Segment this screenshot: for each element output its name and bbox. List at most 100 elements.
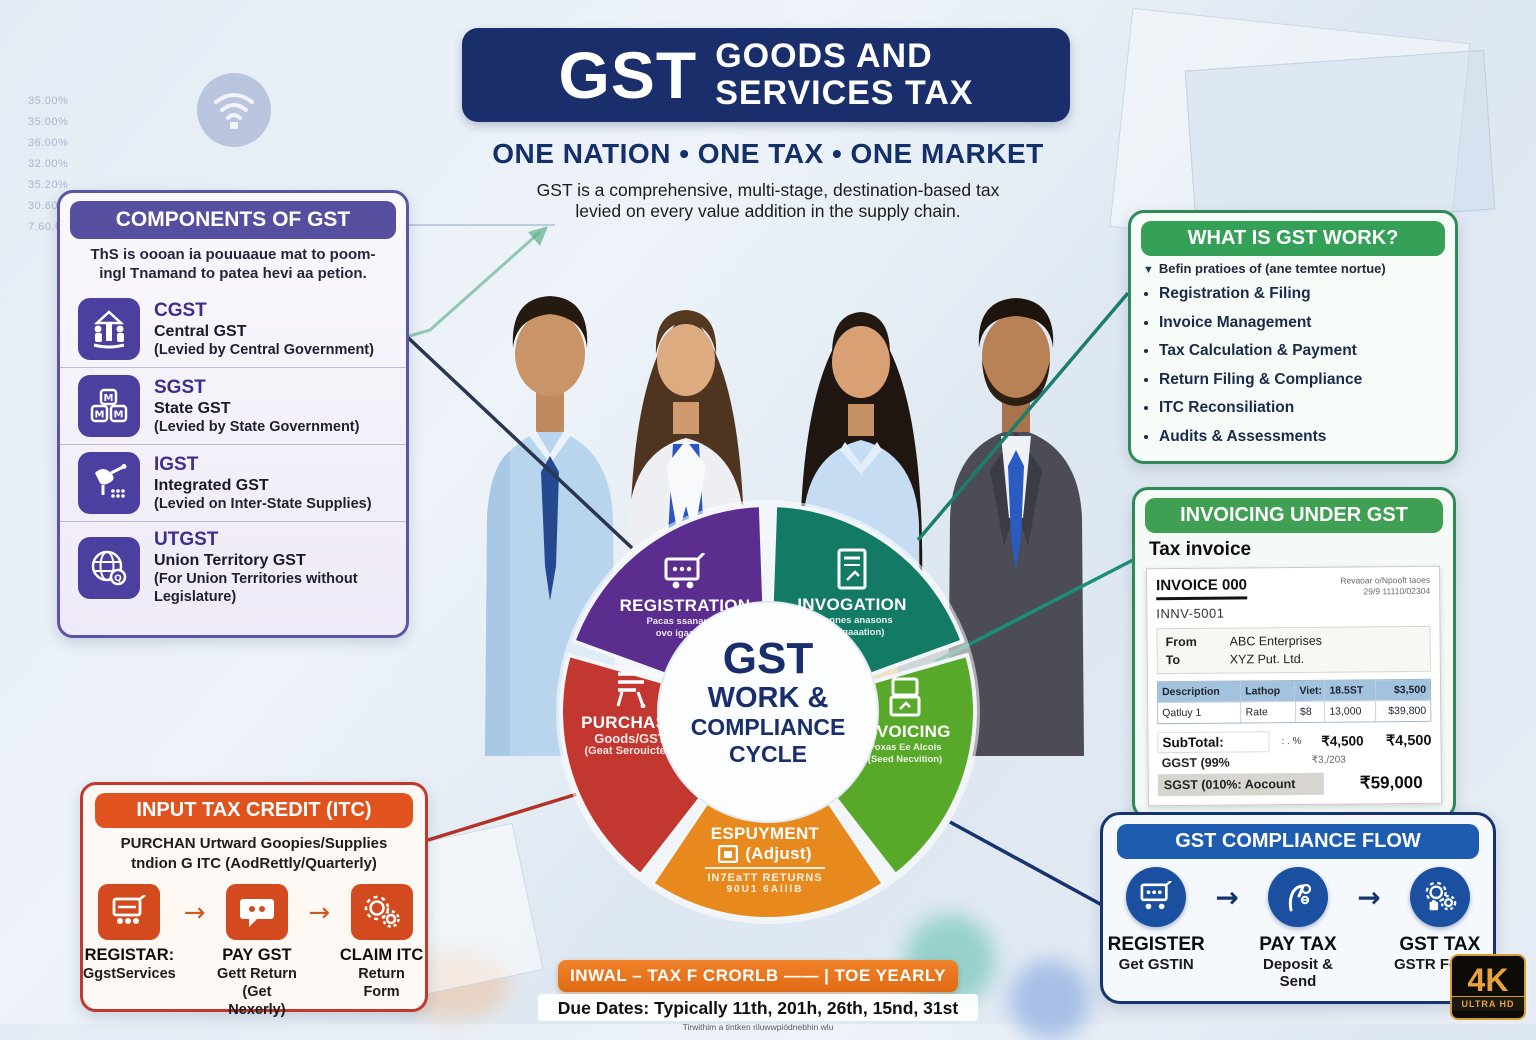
components-panel-title: COMPONENTS OF GST xyxy=(70,201,396,239)
tax-invoice-heading: Tax invoice xyxy=(1149,539,1252,560)
axis-label: 36.00% xyxy=(28,137,69,149)
title-banner: GST GOODS AND SERVICES TAX xyxy=(462,28,1070,122)
itc-panel-title: INPUT TAX CREDIT (ITC) xyxy=(95,793,413,828)
invoice-card: INVOICE 000 Revaoar o/Npooft taoes 29/9 … xyxy=(1145,565,1443,807)
subtotal-pct: : . % xyxy=(1281,735,1302,748)
gst-work-subtitle-text: Befin pratioes of (ane temtee nortue) xyxy=(1158,261,1386,276)
invoice-ref: INNV-5001 xyxy=(1156,605,1225,622)
to-label: To xyxy=(1165,652,1181,668)
itc-step-pay-gst: PAY GST Gett Return (Get Nexerly) xyxy=(214,884,301,1019)
component-item-igst: IGST Integrated GST (Levied on Inter-Sta… xyxy=(60,444,406,521)
table-cell: $8 xyxy=(1295,700,1326,722)
gst-cycle-diagram xyxy=(556,500,980,924)
gears-icon xyxy=(1409,867,1470,927)
svg-text:Q: Q xyxy=(114,574,122,584)
triangle-down-icon: ▼ xyxy=(1143,264,1154,276)
compliance-steps: REGISTER Get GSTIN → PAY TAX Deposit & S… xyxy=(1103,867,1493,990)
gst-work-subtitle: ▼ Befin pratioes of (ane temtee nortue) xyxy=(1143,261,1455,276)
hand-coin-icon xyxy=(1268,867,1328,927)
title-lines: GOODS AND SERVICES TAX xyxy=(715,38,973,112)
bullet-item: Tax Calculation & Payment xyxy=(1159,337,1455,366)
itc-step-title: REGISTAR: xyxy=(84,946,175,964)
flow-step-subtitle: Get GSTIN xyxy=(1118,956,1194,973)
title-line-1: GOODS AND xyxy=(715,37,933,75)
bullet-item: Registration & Filing xyxy=(1159,280,1455,309)
description-line-2: levied on every value addition in the su… xyxy=(575,201,961,221)
gears-icon xyxy=(350,884,413,940)
description: GST is a comprehensive, multi-stage, des… xyxy=(418,180,1118,222)
axis-label: 7.60.0 xyxy=(28,221,62,233)
arrow-right-icon: → xyxy=(1357,881,1381,914)
component-item-utgst: Q UTGST Union Territory GST (For Union T… xyxy=(60,521,406,613)
subtotal-total: ₹4,500 xyxy=(1385,732,1432,749)
ultra-hd-label: ULTRA HD xyxy=(1452,995,1524,1011)
wifi-icon xyxy=(197,73,271,147)
components-intro: ThS is oooan ia pouuaaue mat to poom- in… xyxy=(68,245,398,283)
component-name: Union Territory GST xyxy=(154,552,306,569)
itc-text-line: tndion G ITC (AodRettly/Quarterly) xyxy=(131,855,377,872)
itc-step-subtitle: Gett Return xyxy=(217,966,297,982)
itc-step-subtitle: (Get Nexerly) xyxy=(228,984,286,1018)
invoice-number: INVOICE 000 xyxy=(1156,576,1248,601)
components-of-gst-panel: COMPONENTS OF GST ThS is oooan ia pouuaa… xyxy=(57,190,409,638)
component-detail: (Levied by State Government) xyxy=(154,418,360,435)
itc-step-title: CLAIM ITC xyxy=(339,946,424,964)
component-name: Integrated GST xyxy=(154,476,269,494)
component-abbr: IGST xyxy=(154,453,199,475)
due-dates-text: Due Dates: Typically 11th, 201h, 26th, 1… xyxy=(538,994,978,1021)
chat-coins-icon xyxy=(225,884,288,940)
arrow-right-icon: → xyxy=(1215,881,1239,914)
sgst-amount: ₹59,000 xyxy=(1359,772,1423,793)
table-header-cell: Description xyxy=(1157,681,1242,703)
input-tax-credit-panel: INPUT TAX CREDIT (ITC) PURCHAN Urtward G… xyxy=(80,782,428,1018)
component-name: State GST xyxy=(154,399,231,417)
bullet-item: ITC Reconsiliation xyxy=(1159,394,1455,423)
invoicing-panel-title: INVOICING UNDER GST xyxy=(1145,498,1443,533)
axis-label: 35.00% xyxy=(28,116,69,128)
invoice-note: Revaoar o/Npooft taoes 29/9 11110/02304 xyxy=(1340,575,1430,599)
gst-work-panel-title: WHAT IS GST WORK? xyxy=(1141,221,1445,256)
cgst-building-icon xyxy=(78,298,140,360)
svg-text:M: M xyxy=(104,393,114,404)
itc-text-line: PURCHAN Urtward Goopies/Supplies xyxy=(120,835,388,852)
invoice-note-line: Revaoar o/Npooft taoes xyxy=(1340,574,1431,586)
bullet-item: Invoice Management xyxy=(1159,309,1455,338)
table-header-cell: Lathop xyxy=(1241,680,1296,702)
table-header-cell: 18.5ST xyxy=(1325,680,1376,701)
itc-step-title: PAY GST xyxy=(222,946,292,964)
flow-step-subtitle: Deposit & Send xyxy=(1263,956,1334,990)
sgst-label: SGST (010%: Aocount xyxy=(1157,772,1324,797)
sgst-blocks-icon: M M M xyxy=(78,375,140,437)
component-abbr: SGST xyxy=(154,376,206,398)
description-line-1: GST is a comprehensive, multi-stage, des… xyxy=(536,180,1000,200)
cart-icon xyxy=(98,884,161,940)
cgst-label: GGST (99% xyxy=(1161,755,1230,771)
itc-step-claim-itc: CLAIM ITC Return Form xyxy=(338,884,425,1001)
axis-label: 32.00% xyxy=(28,158,69,170)
component-item-cgst: CGST Central GST (Levied by Central Gove… xyxy=(60,291,406,367)
table-cell: Rate xyxy=(1241,700,1297,723)
flow-step-title: PAY TAX xyxy=(1259,934,1337,955)
components-intro-line: ingl Tnamand to patea hevi aa petion. xyxy=(99,265,367,282)
component-abbr: CGST xyxy=(154,299,207,321)
component-detail: (Levied on Inter-State Supplies) xyxy=(154,495,372,512)
component-detail: (Levied by Central Government) xyxy=(154,341,374,358)
cgst-value: ₹3,/203 xyxy=(1311,754,1346,766)
svg-text:M: M xyxy=(95,410,105,421)
invoice-table: Description Lathop Viet: 18.5ST $3,500 Q… xyxy=(1156,678,1432,725)
subtotal-label: SubTotal: xyxy=(1157,731,1270,754)
table-header-cell: $3,500 xyxy=(1393,683,1427,697)
due-banner-title: INWAL – TAX F CRORLB —— | TOE YEARLY xyxy=(558,960,958,992)
tagline: ONE NATION • ONE TAX • ONE MARKET xyxy=(492,138,1044,169)
invoice-table-row: Qatluy 1 Rate $8 13,000 $39,800 xyxy=(1158,699,1431,724)
background-spreadsheet xyxy=(1184,49,1496,231)
axis-label: 35.00% xyxy=(28,95,69,107)
table-cell: Qatluy 1 xyxy=(1158,701,1242,724)
axis-label: 35.20% xyxy=(28,179,69,191)
arrow-right-icon: → xyxy=(183,898,206,928)
subtotal-value: ₹4,500 xyxy=(1321,732,1364,749)
component-abbr: UTGST xyxy=(154,529,219,550)
invoice-subtotal-row: SubTotal: : . % ₹4,500 ₹4,500 xyxy=(1157,730,1432,754)
gst-work-bullet-list: Registration & Filing Invoice Management… xyxy=(1159,280,1455,451)
